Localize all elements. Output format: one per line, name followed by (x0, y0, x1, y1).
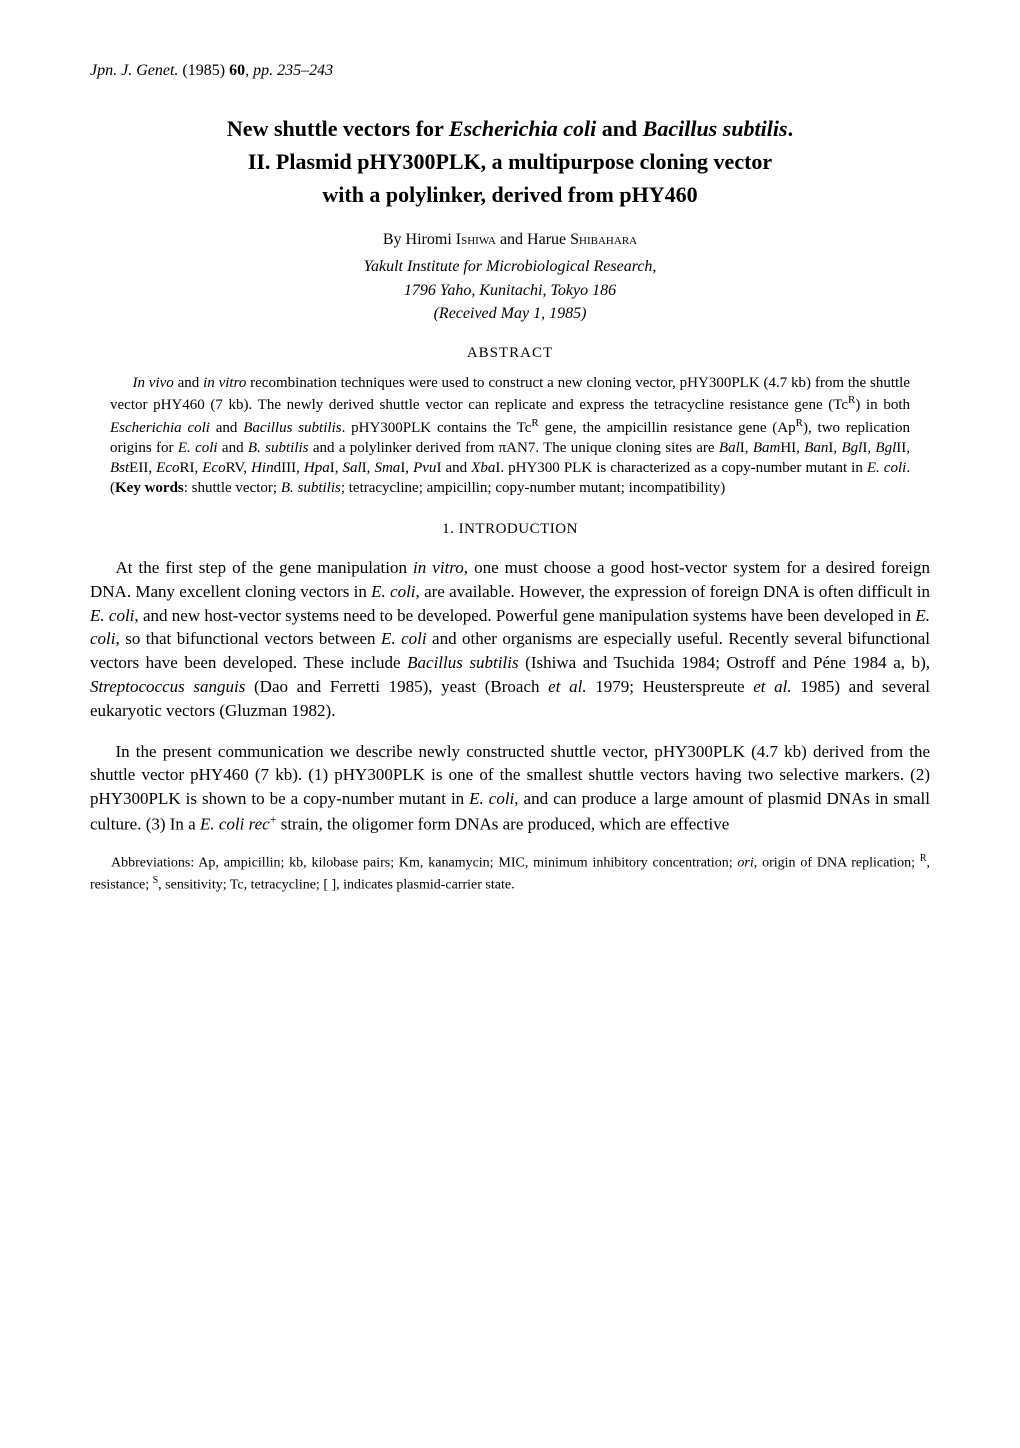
author-2-first: Harue (527, 231, 570, 248)
abstract-body: In vivo and in vitro recombination techn… (110, 373, 910, 499)
abstract-heading: ABSTRACT (90, 343, 930, 363)
title-species-1: Escherichia coli (449, 116, 596, 141)
affiliation-line-1: Yakult Institute for Microbiological Res… (90, 256, 930, 278)
journal-reference: Jpn. J. Genet. (1985) 60, pp. 235–243 (90, 60, 930, 82)
article-title: New shuttle vectors for Escherichia coli… (90, 112, 930, 211)
title-text: New shuttle vectors for (227, 116, 449, 141)
section-1-heading: 1. INTRODUCTION (90, 519, 930, 539)
title-line-1: New shuttle vectors for Escherichia coli… (90, 112, 930, 145)
title-line-3: with a polylinker, derived from pHY460 (90, 178, 930, 211)
intro-paragraph-2: In the present communication we describe… (90, 740, 930, 837)
and-label: and (496, 231, 527, 248)
title-text: . (788, 116, 794, 141)
intro-paragraph-1: At the first step of the gene manipulati… (90, 556, 930, 723)
journal-name: Jpn. J. Genet. (90, 62, 178, 79)
affiliation-line-2: 1796 Yaho, Kunitachi, Tokyo 186 (90, 280, 930, 302)
author-1-last: Ishiwa (456, 231, 496, 248)
journal-pages-prefix: , pp. (245, 62, 277, 79)
by-label: By (383, 231, 406, 248)
journal-pages: 235–243 (277, 62, 333, 79)
title-text: and (596, 116, 642, 141)
author-2-last: Shibahara (570, 231, 637, 248)
journal-volume: 60 (229, 62, 245, 79)
author-byline: By Hiromi Ishiwa and Harue Shibahara (90, 229, 930, 251)
journal-year: (1985) (182, 62, 225, 79)
abbreviations-footnote: Abbreviations: Ap, ampicillin; kb, kilob… (90, 852, 930, 895)
author-1-first: Hiromi (406, 231, 456, 248)
title-species-2: Bacillus subtilis (643, 116, 788, 141)
title-line-2: II. Plasmid pHY300PLK, a multipurpose cl… (90, 145, 930, 178)
received-date: (Received May 1, 1985) (90, 303, 930, 325)
